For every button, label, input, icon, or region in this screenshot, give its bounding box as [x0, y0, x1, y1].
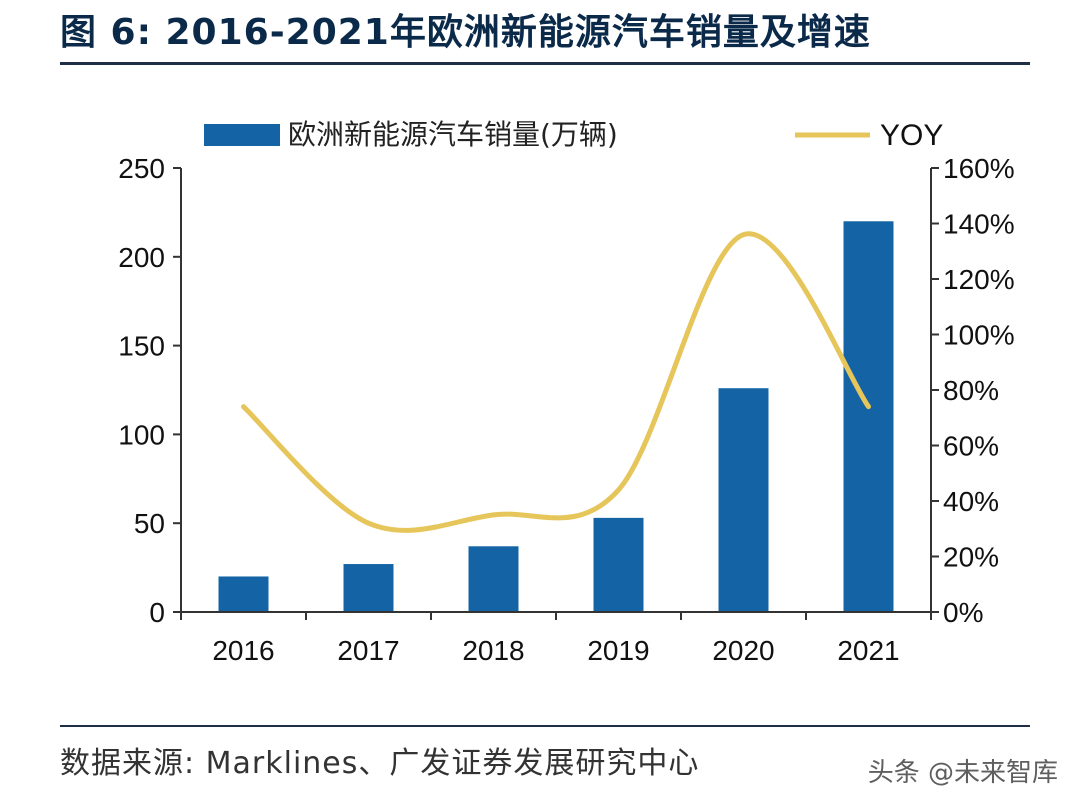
- right-tick-label: 60%: [943, 431, 999, 462]
- x-tick-label: 2016: [212, 635, 274, 666]
- right-tick-label: 160%: [943, 153, 1015, 184]
- bar-2019: [593, 517, 644, 612]
- bar-2016: [218, 576, 269, 612]
- yoy-line: [241, 231, 871, 533]
- left-tick-label: 150: [118, 331, 165, 362]
- figure-title: 图 6: 2016-2021年欧洲新能源汽车销量及增速: [60, 12, 871, 53]
- bar-2017: [343, 564, 394, 612]
- left-tick-label: 0: [149, 597, 165, 628]
- right-tick-label: 20%: [943, 542, 999, 573]
- bar-2021: [843, 221, 894, 612]
- bar-series: [218, 221, 894, 612]
- right-tick-label: 40%: [943, 486, 999, 517]
- right-tick-label: 120%: [943, 264, 1015, 295]
- x-tick-label: 2017: [337, 635, 399, 666]
- chart: 欧洲新能源汽车销量(万辆) YOY 0 50 100 150 200 250 0% 20% 40…: [118, 118, 1014, 666]
- left-tick-label: 200: [118, 242, 165, 273]
- axes: 0 50 100 150 200 250 0% 20% 40% 60% 80% 100% 120% 140…: [118, 153, 1014, 666]
- x-tick-label: 2020: [712, 635, 774, 666]
- right-tick-label: 80%: [943, 375, 999, 406]
- title-rule: [60, 62, 1030, 65]
- yoy-series: [241, 231, 871, 533]
- legend-bar-swatch: [204, 124, 280, 146]
- legend: 欧洲新能源汽车销量(万辆) YOY: [204, 118, 943, 152]
- right-tick-label: 100%: [943, 320, 1015, 351]
- right-tick-label: 0%: [943, 597, 983, 628]
- left-tick-label: 100: [118, 419, 165, 450]
- legend-bar-label: 欧洲新能源汽车销量(万辆): [288, 118, 618, 151]
- x-tick-label: 2019: [587, 635, 649, 666]
- source-rule: [60, 725, 1030, 727]
- x-tick-label: 2021: [837, 635, 899, 666]
- bar-2018: [468, 546, 519, 612]
- left-tick-label: 50: [134, 508, 165, 539]
- left-tick-label: 250: [118, 153, 165, 184]
- legend-line-label: YOY: [880, 119, 943, 152]
- watermark: 头条 @未来智库: [867, 758, 1058, 788]
- x-tick-label: 2018: [462, 635, 524, 666]
- source-note: 数据来源: Marklines、广发证券发展研究中心: [60, 746, 700, 781]
- right-tick-label: 140%: [943, 209, 1015, 240]
- bar-2020: [718, 388, 769, 612]
